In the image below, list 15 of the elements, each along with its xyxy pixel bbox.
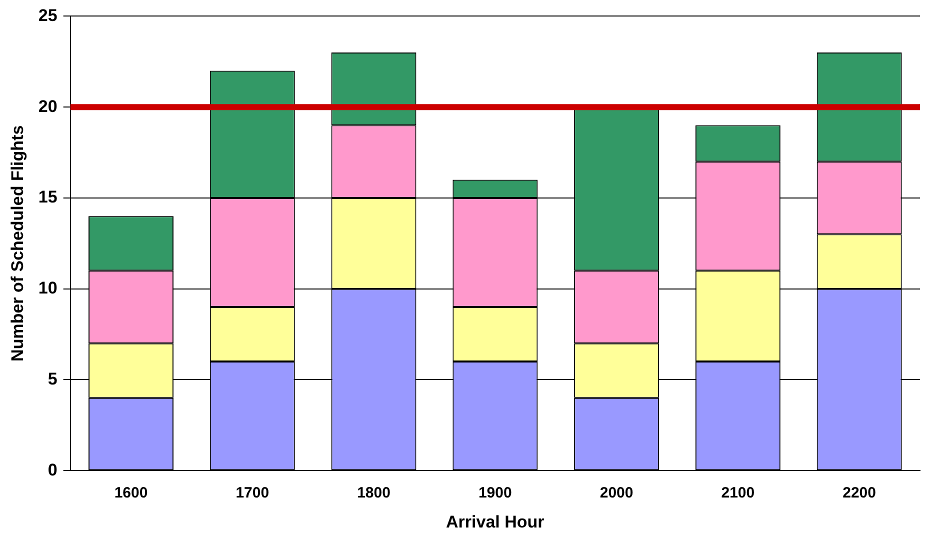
x-tick-label: 1800 bbox=[357, 484, 390, 502]
x-tick-label: 2000 bbox=[600, 484, 634, 502]
x-tick-label: 1600 bbox=[114, 484, 148, 502]
x-axis-title: Arrival Hour bbox=[446, 512, 545, 532]
y-axis-title: Number of Scheduled Flights bbox=[8, 125, 27, 362]
y-tick-label: 0 bbox=[48, 460, 58, 480]
x-tick-label: 1900 bbox=[478, 484, 512, 502]
y-tick-label: 5 bbox=[48, 369, 58, 388]
x-tick-label: 2200 bbox=[842, 484, 876, 502]
x-tick-label: 1700 bbox=[236, 484, 270, 502]
x-tick-label: 2100 bbox=[721, 484, 755, 502]
y-tick-label: 15 bbox=[38, 188, 58, 207]
y-tick-label: 25 bbox=[38, 6, 58, 25]
y-tick-label: 20 bbox=[38, 96, 58, 116]
y-tick-label: 10 bbox=[38, 278, 58, 298]
